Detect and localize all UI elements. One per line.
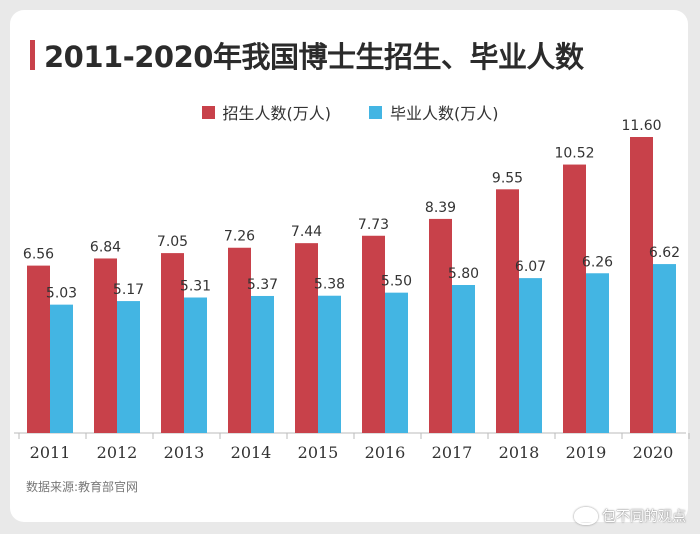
legend-swatch-enroll: [201, 105, 215, 119]
legend-label-graduate: 毕业人数(万人): [390, 104, 499, 123]
bar-graduate-2011: [50, 304, 73, 433]
label-graduate-2012: 5.17: [113, 282, 144, 298]
x-tick-label-2017: 2017: [432, 443, 473, 462]
title-accent-bar: [30, 40, 35, 70]
bar-graduate-2016: [385, 292, 408, 433]
label-graduate-2018: 6.07: [515, 259, 546, 275]
x-tick-label-2019: 2019: [566, 443, 607, 462]
watermark: 包不同的观点: [574, 506, 686, 526]
x-tick-label-2013: 2013: [164, 443, 205, 462]
bar-enroll-2019: [563, 164, 586, 433]
bar-enroll-2011: [27, 265, 50, 433]
bar-graduate-2020: [653, 264, 676, 433]
x-tick-label-2014: 2014: [231, 443, 272, 462]
label-enroll-2017: 8.39: [425, 200, 456, 216]
bar-graduate-2019: [586, 273, 609, 433]
bar-enroll-2020: [630, 137, 653, 433]
label-graduate-2020: 6.62: [649, 245, 680, 261]
label-enroll-2012: 6.84: [90, 239, 121, 255]
legend: 招生人数(万人) 毕业人数(万人): [0, 100, 700, 124]
label-graduate-2015: 5.38: [314, 277, 345, 293]
bar-graduate-2014: [251, 295, 274, 433]
x-tick-label-2016: 2016: [365, 443, 406, 462]
x-tick-label-2015: 2015: [298, 443, 339, 462]
bar-enroll-2016: [362, 235, 385, 433]
label-graduate-2014: 5.37: [247, 277, 278, 293]
label-enroll-2019: 10.52: [554, 146, 594, 162]
bar-enroll-2013: [161, 253, 184, 433]
bar-graduate-2017: [452, 285, 475, 433]
bar-graduate-2015: [318, 295, 341, 433]
legend-item-graduate: 毕业人数(万人): [369, 100, 499, 124]
label-enroll-2013: 7.05: [157, 234, 188, 250]
x-tick-label-2011: 2011: [30, 443, 71, 462]
label-enroll-2014: 7.26: [224, 229, 255, 245]
label-graduate-2013: 5.31: [180, 279, 211, 295]
legend-item-enroll: 招生人数(万人): [201, 100, 332, 124]
bar-enroll-2012: [94, 258, 117, 433]
weibo-icon: [574, 507, 598, 525]
bar-graduate-2013: [184, 297, 207, 433]
label-graduate-2019: 6.26: [582, 254, 613, 270]
bar-enroll-2017: [429, 218, 452, 433]
label-enroll-2015: 7.44: [291, 224, 322, 240]
bar-graduate-2012: [117, 301, 140, 433]
bar-enroll-2018: [496, 189, 519, 433]
x-tick-label-2020: 2020: [633, 443, 674, 462]
label-enroll-2018: 9.55: [492, 170, 523, 186]
bar-enroll-2015: [295, 243, 318, 433]
bar-graduate-2018: [519, 278, 542, 433]
x-tick-label-2012: 2012: [97, 443, 138, 462]
label-graduate-2016: 5.50: [381, 274, 412, 290]
x-tick-label-2018: 2018: [499, 443, 540, 462]
chart-title: 2011-2020年我国博士生招生、毕业人数: [44, 40, 584, 74]
label-enroll-2016: 7.73: [358, 217, 389, 233]
label-enroll-2020: 11.60: [621, 118, 661, 134]
label-enroll-2011: 6.56: [23, 247, 54, 263]
label-graduate-2011: 5.03: [46, 286, 77, 302]
data-source: 数据来源:教育部官网: [26, 480, 139, 494]
watermark-text: 包不同的观点: [602, 509, 686, 525]
bar-enroll-2014: [228, 247, 251, 433]
label-graduate-2017: 5.80: [448, 266, 479, 282]
legend-label-enroll: 招生人数(万人): [222, 104, 332, 123]
legend-swatch-graduate: [369, 105, 382, 119]
